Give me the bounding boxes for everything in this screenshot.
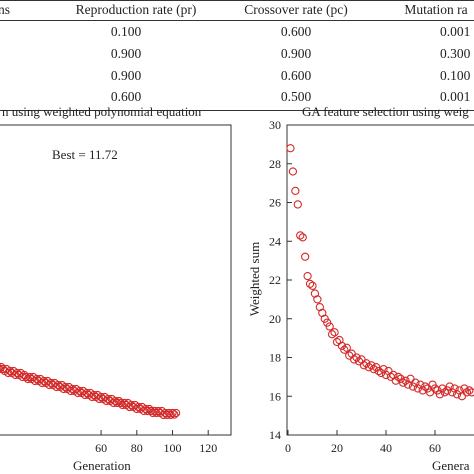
- table-header-cell: ns: [0, 2, 11, 17]
- right-chart-title: GA feature selection using weig: [302, 104, 469, 119]
- left-chart-title: n using weighted polynomial equation: [2, 104, 202, 119]
- right-y-tick-label: 28: [269, 157, 281, 171]
- right-data-point: [394, 372, 403, 382]
- right-data-point: [291, 186, 300, 196]
- left-x-tick-label: 80: [131, 441, 143, 455]
- right-x-axis-label: Genera: [432, 458, 470, 473]
- right-chart: GA feature selection using weig 14 16 18 20…: [247, 104, 474, 473]
- table-cell: 0.600: [280, 24, 312, 39]
- right-y-axis-label: Weighted sum: [247, 242, 262, 316]
- right-y-tick-label: 22: [269, 273, 281, 287]
- right-data-point: [330, 328, 339, 337]
- right-data-point: [462, 388, 471, 397]
- right-data-point: [374, 366, 383, 376]
- right-y-tick-label: 26: [269, 196, 281, 210]
- table-header-cell: Reproduction rate (pr): [75, 2, 197, 17]
- table-header-cell: Crossover rate (pc): [244, 2, 348, 17]
- right-y-tick-label: 24: [269, 234, 281, 248]
- table-cell: 0.100: [110, 24, 142, 39]
- right-data-point: [313, 295, 322, 304]
- left-plot-frame: [0, 124, 232, 436]
- right-data-point: [288, 167, 298, 176]
- table-header-cell: Mutation ra: [404, 2, 468, 17]
- left-x-axis-label: Generation: [73, 458, 131, 473]
- left-data-point: [166, 410, 175, 420]
- right-data-point: [308, 281, 317, 290]
- right-y-axis: 14 16 18 20 22 24 26 28 30: [269, 118, 292, 442]
- table-cell: 0.900: [110, 46, 142, 61]
- right-y-tick-label: 18: [269, 351, 281, 365]
- right-data-point: [298, 233, 307, 242]
- left-data-point: [171, 408, 181, 418]
- right-data-point: [325, 322, 334, 331]
- right-data-point: [296, 231, 305, 240]
- table-cell: 0.600: [110, 89, 142, 104]
- right-y-tick-label: 20: [269, 312, 281, 326]
- right-data-point: [342, 343, 351, 352]
- right-data-point: [398, 378, 408, 387]
- table-cell: 0.300: [440, 46, 471, 61]
- table-top-rule: [0, 0, 474, 1]
- right-data-point: [369, 364, 378, 374]
- right-x-tick-label: 20: [331, 441, 343, 455]
- table-bottom-rule: [0, 110, 474, 111]
- table-cell: 0.100: [440, 68, 471, 83]
- right-data-point: [340, 345, 349, 354]
- right-series: [286, 144, 474, 401]
- right-data-point: [305, 279, 315, 289]
- table-cell: 0.001: [440, 89, 471, 104]
- table-header-rule: [0, 20, 474, 21]
- left-x-tick-label: 100: [164, 441, 182, 455]
- left-x-tick-label: 60: [95, 441, 107, 455]
- right-x-tick-label: 40: [380, 441, 392, 455]
- left-data-point: [168, 408, 177, 418]
- right-data-point: [303, 271, 312, 281]
- left-chart: n using weighted polynomial equation Bes…: [0, 104, 232, 473]
- left-data-point: [170, 410, 179, 419]
- table-cell: 0.600: [280, 68, 312, 83]
- right-y-tick-label: 16: [269, 389, 281, 403]
- left-series: [0, 362, 181, 420]
- right-x-tick-label: 60: [429, 441, 441, 455]
- left-data-point: [111, 396, 120, 406]
- table-cell: 0.900: [280, 46, 312, 61]
- left-x-axis: 60 80 100 120: [95, 430, 217, 455]
- table-cell: 0.900: [110, 68, 142, 83]
- left-data-point: [141, 404, 150, 414]
- right-data-point: [327, 330, 337, 339]
- right-data-point: [293, 200, 302, 209]
- right-data-point: [286, 144, 295, 153]
- right-y-tick-label: 30: [269, 118, 281, 132]
- right-data-point: [300, 252, 310, 261]
- right-x-tick-label: 0: [285, 441, 291, 455]
- left-data-point: [0, 363, 2, 371]
- right-x-axis: 0 20 40 60: [285, 430, 441, 455]
- right-data-point: [467, 388, 474, 397]
- right-y-tick-label: 14: [269, 428, 281, 442]
- left-chart-annotation: Best = 11.72: [52, 147, 118, 162]
- table-cell: 0.500: [280, 89, 312, 104]
- right-data-point: [421, 382, 430, 391]
- right-data-point: [465, 386, 474, 395]
- left-x-tick-label: 120: [199, 441, 217, 455]
- table-cell: 0.001: [440, 24, 471, 39]
- parameter-table: ns Reproduction rate (pr) Crossover rate…: [0, 0, 474, 112]
